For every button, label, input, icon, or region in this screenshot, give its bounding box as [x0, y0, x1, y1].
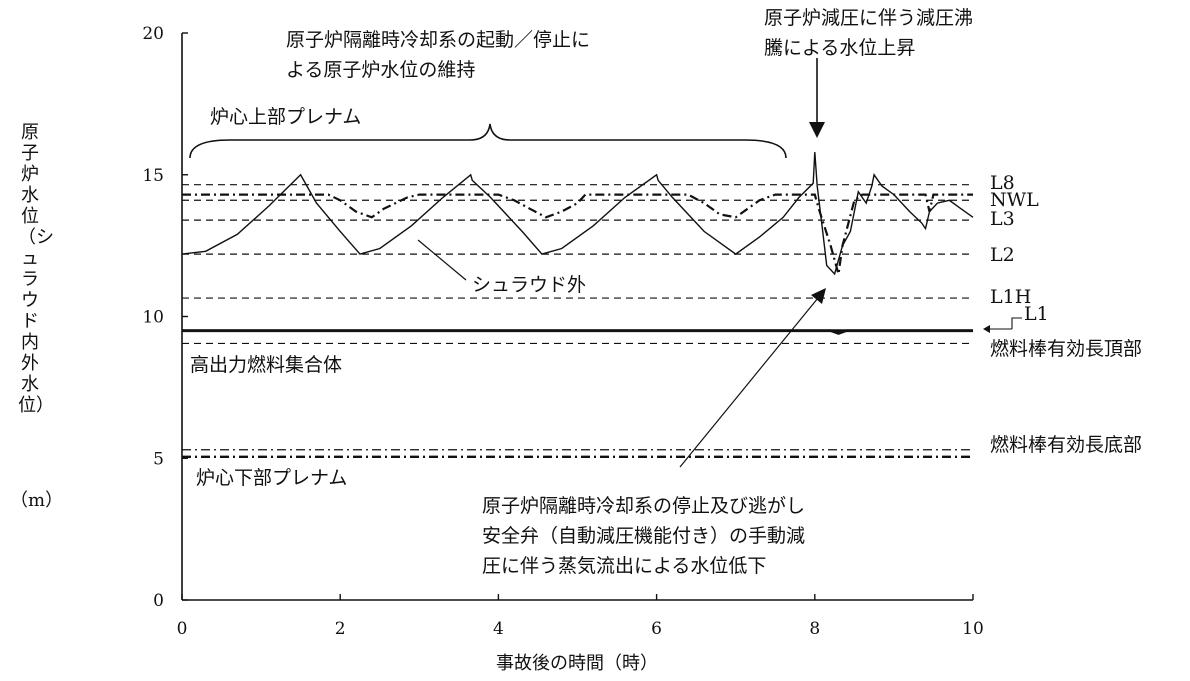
reference-level-label-7: 燃料棒有効長底部	[990, 434, 1142, 456]
axes	[181, 32, 974, 601]
series-line-1	[182, 193, 973, 275]
x-tick-label-3: 6	[651, 619, 662, 639]
x-tick-label-1: 2	[335, 619, 346, 639]
reference-level-label-1: NWL	[990, 189, 1039, 211]
level-drop-arrow-shaft	[679, 297, 819, 468]
annotation-drop-line2: 安全弁（自動減圧機能付き）の手動減	[482, 525, 805, 547]
l1-arrow-head	[983, 325, 990, 333]
annotation-lower-plenum: 炉心下部プレナム	[196, 467, 347, 489]
annotation-drop-line1: 原子炉隔離時冷却系の停止及び逃がし	[482, 495, 805, 517]
annotation-drop-line3: 圧に伴う蒸気流出による水位低下	[482, 555, 766, 577]
y-tick-label-1: 5	[153, 449, 164, 469]
upper-plenum-brace	[189, 123, 787, 159]
series-line-2	[182, 329, 973, 335]
x-tick-label-2: 4	[493, 619, 504, 639]
y-tick-label-0: 0	[153, 591, 164, 611]
reference-level-label-2: L3	[990, 208, 1015, 230]
x-tick-label-5: 10	[962, 619, 984, 639]
annotation-cycle-line2: よる原子炉水位の維持	[286, 59, 475, 81]
series-line-0	[181, 152, 974, 276]
shroud-outside-leader	[417, 239, 467, 281]
annotation-depress-line1: 原子炉減圧に伴う減圧沸	[764, 7, 973, 29]
series-lines	[181, 152, 974, 335]
y-tick-label-3: 15	[142, 166, 164, 186]
l1-bracket	[1011, 317, 1022, 329]
reference-level-label-0: L8	[990, 172, 1015, 194]
x-axis-label: 事故後の時間（時）	[496, 653, 658, 674]
level-drop-arrow-head	[811, 288, 826, 304]
y-tick-label-4: 20	[142, 24, 164, 44]
depress-arrow-head	[809, 122, 825, 138]
annotation-upper-plenum: 炉心上部プレナム	[210, 106, 361, 128]
reference-level-label-5: L1	[1024, 303, 1049, 325]
reference-level-label-4: L1H	[990, 286, 1031, 308]
reference-level-label-6: 燃料棒有効長頂部	[990, 338, 1142, 360]
reference-level-label-3: L2	[990, 244, 1015, 266]
annotation-depress-line2: 騰による水位上昇	[764, 37, 915, 59]
annotation-high-power-bundle: 高出力燃料集合体	[190, 354, 342, 376]
annotation-shroud-outside: シュラウド外	[472, 274, 586, 296]
x-tick-label-4: 8	[809, 619, 820, 639]
tick-labels: 0 2 4 6 8 10 0 5 10 15 20	[142, 24, 983, 639]
annotation-cycle-line1: 原子炉隔離時冷却系の起動／停止に	[286, 29, 590, 51]
x-tick-label-0: 0	[177, 619, 188, 639]
y-axis-label: 原子炉水位（シュラウド内外水位）	[18, 122, 54, 416]
y-axis-unit: （m）	[10, 490, 64, 511]
y-tick-label-2: 10	[142, 308, 164, 328]
